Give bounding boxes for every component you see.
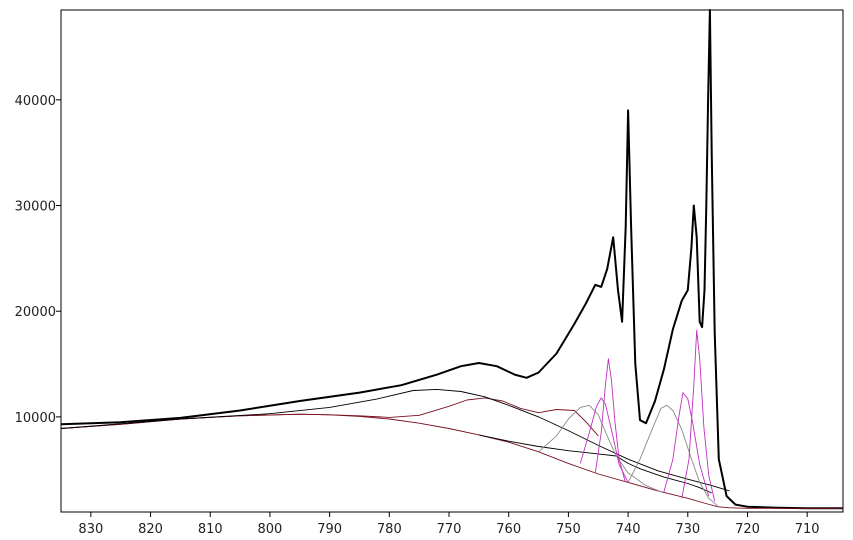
series-line-spectrum-0	[60, 9, 843, 510]
x-axis: 830 820 810 800 790 780 770 760 750 740 730 720 710	[78, 512, 820, 537]
plot-area	[60, 9, 844, 513]
y-axis: 10000 20000 30000 40000	[15, 94, 61, 426]
x-tick-label: 750	[556, 522, 581, 537]
x-tick-label: 800	[258, 522, 283, 537]
y-tick-label: 40000	[15, 94, 56, 109]
series-line-component-7	[579, 397, 629, 483]
series-line-component-6	[627, 404, 718, 507]
x-tick-label: 810	[198, 522, 223, 537]
x-tick-label: 710	[795, 522, 820, 537]
y-tick-label: 30000	[15, 200, 56, 215]
y-tick-label: 20000	[15, 305, 56, 320]
x-tick-label: 730	[675, 522, 700, 537]
x-tick-label: 790	[317, 522, 342, 537]
x-tick-label: 820	[138, 522, 163, 537]
series-line-component-8	[594, 358, 626, 482]
y-tick-label: 10000	[15, 411, 56, 426]
series-line-component-3	[60, 388, 730, 492]
series-line-component-10	[681, 329, 716, 502]
x-tick-label: 830	[78, 522, 103, 537]
series-line-component-5	[538, 404, 665, 494]
series-line-component-9	[663, 392, 710, 497]
x-tick-label: 770	[437, 522, 462, 537]
series-layer	[60, 9, 843, 510]
x-tick-label: 760	[496, 522, 521, 537]
x-tick-label: 780	[377, 522, 402, 537]
x-tick-label: 740	[616, 522, 641, 537]
x-tick-label: 720	[735, 522, 760, 537]
